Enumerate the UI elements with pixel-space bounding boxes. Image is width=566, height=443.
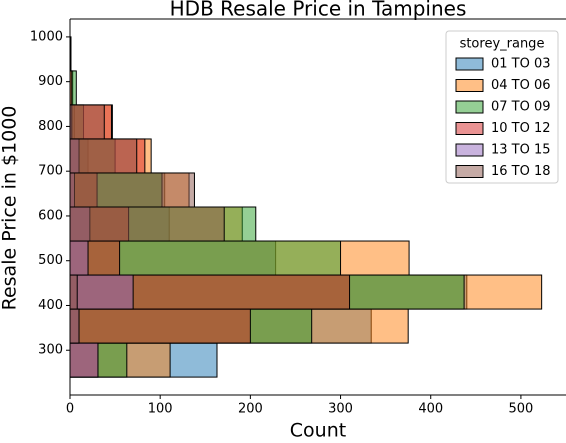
legend-label: 04 TO 06: [491, 78, 551, 93]
legend-label: 10 TO 12: [491, 121, 551, 136]
y-tick-label: 1000: [30, 29, 63, 44]
x-axis-label: Count: [290, 420, 346, 442]
legend-swatch: [455, 100, 484, 114]
x-tick-label: 100: [148, 402, 173, 417]
bar: [69, 274, 78, 310]
legend-label: 16 TO 18: [491, 164, 551, 179]
x-tick-label: 400: [418, 402, 443, 417]
legend: storey_range 01 TO 03 04 TO 06 07 TO 09 10 T…: [445, 30, 559, 184]
bar: [69, 308, 80, 344]
bar: [69, 138, 138, 174]
bar: [69, 206, 225, 242]
legend-label: 07 TO 09: [491, 100, 551, 115]
bar: [69, 342, 99, 378]
x-tick-label: 200: [238, 402, 263, 417]
y-tick-label: 700: [38, 164, 63, 179]
bar: [69, 240, 89, 276]
bar: [69, 172, 195, 208]
bar: [69, 274, 134, 310]
y-tick-label: 300: [38, 343, 63, 358]
legend-swatch: [455, 143, 484, 157]
legend-swatch: [455, 79, 484, 92]
x-tick-label: 300: [328, 402, 353, 417]
y-tick-label: 800: [38, 119, 63, 134]
legend-swatch: [455, 57, 484, 71]
y-tick-label: 600: [38, 208, 63, 223]
y-tick-label: 900: [38, 74, 63, 89]
y-tick-label: 400: [38, 298, 63, 313]
x-tick-label: 0: [66, 402, 74, 417]
legend-label: 01 TO 03: [491, 57, 551, 72]
bar: [69, 104, 105, 140]
legend-title: storey_range: [460, 37, 545, 52]
x-tick-label: 500: [508, 402, 533, 417]
legend-swatch: [455, 122, 484, 135]
y-axis-label: Resale Price in $1000: [0, 106, 21, 311]
legend-swatch: [455, 165, 484, 178]
y-tick-label: 500: [38, 253, 63, 268]
chart-title: HDB Resale Price in Tampines: [170, 0, 467, 21]
legend-label: 13 TO 15: [491, 143, 551, 158]
bar: [69, 308, 251, 344]
